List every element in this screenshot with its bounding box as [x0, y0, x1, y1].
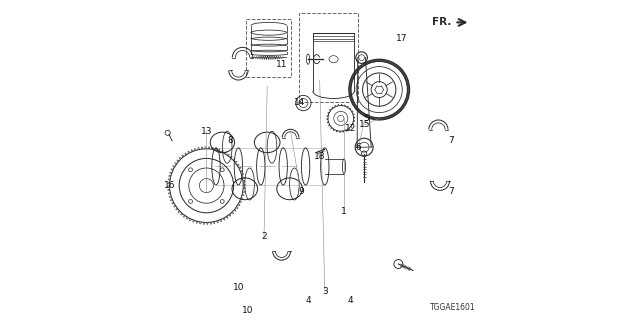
Text: 17: 17: [396, 34, 407, 43]
Text: 7: 7: [449, 188, 454, 196]
Text: 8: 8: [228, 136, 233, 145]
Text: 5: 5: [364, 114, 369, 123]
Text: 13: 13: [201, 127, 212, 136]
Text: 15: 15: [359, 120, 371, 129]
Text: 18: 18: [314, 152, 326, 161]
Text: 9: 9: [298, 188, 303, 196]
Text: TGGAE1601: TGGAE1601: [429, 303, 475, 312]
Text: FR.: FR.: [432, 17, 451, 28]
Text: 7: 7: [449, 136, 454, 145]
Text: 1: 1: [341, 207, 347, 216]
Text: 3: 3: [322, 287, 328, 296]
Text: 10: 10: [233, 284, 244, 292]
Text: 6: 6: [356, 143, 361, 152]
Text: 10: 10: [243, 306, 253, 315]
Text: 14: 14: [294, 98, 305, 107]
Text: 4: 4: [306, 296, 312, 305]
Text: 4: 4: [348, 296, 353, 305]
Text: 11: 11: [276, 60, 287, 68]
Text: 12: 12: [345, 124, 356, 132]
Text: 2: 2: [261, 232, 267, 241]
Text: 16: 16: [164, 181, 175, 190]
